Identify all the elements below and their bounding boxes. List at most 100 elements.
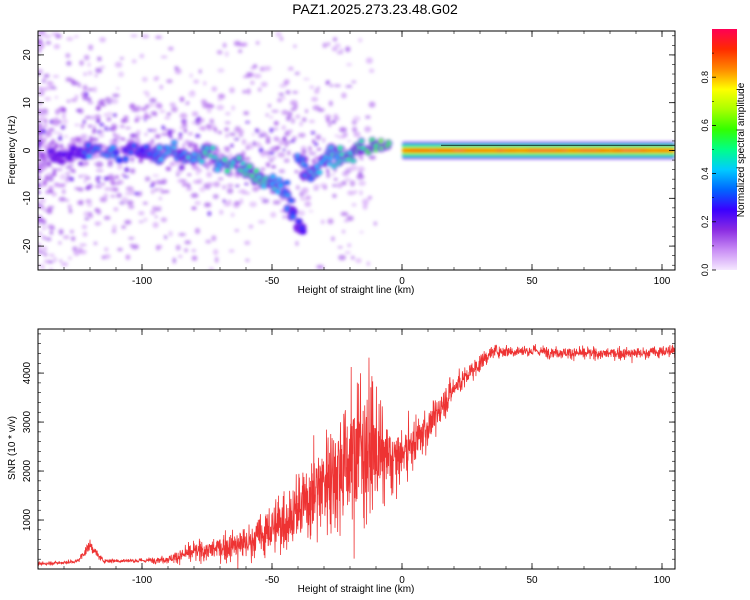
ridge-blob-core <box>327 161 332 166</box>
spectral-speckle <box>166 79 173 84</box>
spectral-speckle <box>76 137 81 142</box>
spectral-speckle <box>98 129 104 135</box>
spectral-speckle <box>217 98 222 102</box>
carrier-peak <box>535 149 558 152</box>
y-tick-label: -10 <box>22 191 33 206</box>
spectral-speckle <box>309 85 315 90</box>
spectral-speckle <box>358 38 363 43</box>
spectral-speckle <box>38 182 41 188</box>
spectral-speckle <box>160 217 167 223</box>
spectral-speckle <box>113 207 119 212</box>
spectral-speckle <box>214 256 219 263</box>
carrier-peak <box>651 149 674 152</box>
ridge-blob-core <box>316 170 323 175</box>
spectral-speckle <box>191 206 197 210</box>
spectral-speckle <box>250 80 255 85</box>
ridge-blob-core <box>143 144 150 149</box>
x-tick-label: -100 <box>132 575 152 586</box>
spectral-speckle <box>125 254 131 260</box>
spectral-speckle <box>47 175 54 182</box>
spectral-speckle <box>254 141 261 148</box>
spectral-speckle <box>130 34 138 38</box>
spectral-speckle <box>43 119 48 123</box>
spectrogram-x-label: Height of straight line (km) <box>298 285 415 296</box>
spectral-speckle <box>275 31 282 38</box>
spectral-speckle <box>150 209 156 216</box>
spectral-speckle <box>72 246 78 252</box>
spectral-speckle <box>158 187 163 191</box>
spectral-speckle <box>97 130 100 134</box>
spectral-speckle <box>68 208 73 214</box>
spectral-speckle <box>42 208 48 212</box>
spectral-speckle <box>38 86 42 91</box>
spectral-speckle <box>99 123 105 127</box>
y-tick-label: 3000 <box>22 411 33 434</box>
spectral-speckle <box>95 105 101 111</box>
spectral-speckle <box>129 133 136 138</box>
spectral-speckle <box>143 217 148 222</box>
spectral-speckle <box>151 189 155 195</box>
colorbar-tick-label: 0.0 <box>700 264 710 277</box>
spectral-speckle <box>206 171 213 178</box>
spectral-speckle <box>211 86 218 92</box>
ridge-blob-core <box>315 164 320 169</box>
spectral-speckle <box>84 217 90 221</box>
spectral-speckle <box>198 126 206 131</box>
spectral-speckle <box>123 175 129 178</box>
spectral-speckle <box>49 230 54 235</box>
spectral-speckle <box>83 54 90 61</box>
spectral-speckle <box>252 140 256 146</box>
spectral-speckle <box>49 226 56 230</box>
spectral-speckle <box>176 173 179 177</box>
spectral-speckle <box>58 228 64 235</box>
spectral-speckle <box>52 256 58 263</box>
spectral-speckle <box>106 111 114 117</box>
spectral-speckle <box>95 169 104 173</box>
spectral-speckle <box>193 79 200 84</box>
spectral-speckle <box>180 179 187 183</box>
ridge-point <box>296 158 300 162</box>
spectral-speckle <box>47 142 53 145</box>
spectral-speckle <box>187 131 193 136</box>
spectral-speckle <box>86 202 93 208</box>
spectral-speckle <box>126 200 134 205</box>
spectral-speckle <box>235 184 240 188</box>
spectral-speckle <box>45 177 49 181</box>
spectral-speckle <box>169 161 174 167</box>
spectral-speckle <box>330 236 335 242</box>
spectral-speckle <box>347 190 355 196</box>
spectral-speckle <box>217 93 226 100</box>
spectral-speckle <box>281 109 289 116</box>
spectral-speckle <box>281 125 286 131</box>
spectral-speckle <box>244 240 251 245</box>
spectral-speckle <box>265 135 271 143</box>
spectral-speckle <box>114 61 123 68</box>
spectral-speckle <box>53 131 61 135</box>
spectral-speckle <box>141 76 148 83</box>
ridge-point <box>374 143 378 148</box>
spectral-speckle <box>61 108 67 112</box>
spectral-speckle <box>194 201 201 206</box>
spectral-speckle <box>249 201 257 208</box>
spectral-speckle <box>70 236 76 242</box>
spectral-speckle <box>316 147 322 151</box>
spectral-speckle <box>38 246 42 251</box>
spectral-speckle <box>246 88 251 95</box>
spectral-speckle <box>273 121 279 126</box>
spectral-speckle <box>157 181 166 185</box>
spectral-speckle <box>95 185 103 189</box>
spectral-speckle <box>38 231 42 235</box>
spectral-speckle <box>40 161 48 166</box>
spectral-speckle <box>43 34 52 39</box>
spectral-speckle <box>43 137 47 143</box>
ridge-blob-core <box>85 143 91 148</box>
spectral-speckle <box>104 187 111 191</box>
spectral-speckle <box>177 137 183 140</box>
spectral-speckle <box>373 221 378 226</box>
spectral-speckle <box>73 35 79 38</box>
spectral-speckle <box>97 101 105 107</box>
spectral-speckle <box>221 184 227 190</box>
spectral-speckle <box>276 97 283 103</box>
colorbar-tick-label: 0.8 <box>700 71 710 84</box>
spectral-speckle <box>368 68 375 73</box>
